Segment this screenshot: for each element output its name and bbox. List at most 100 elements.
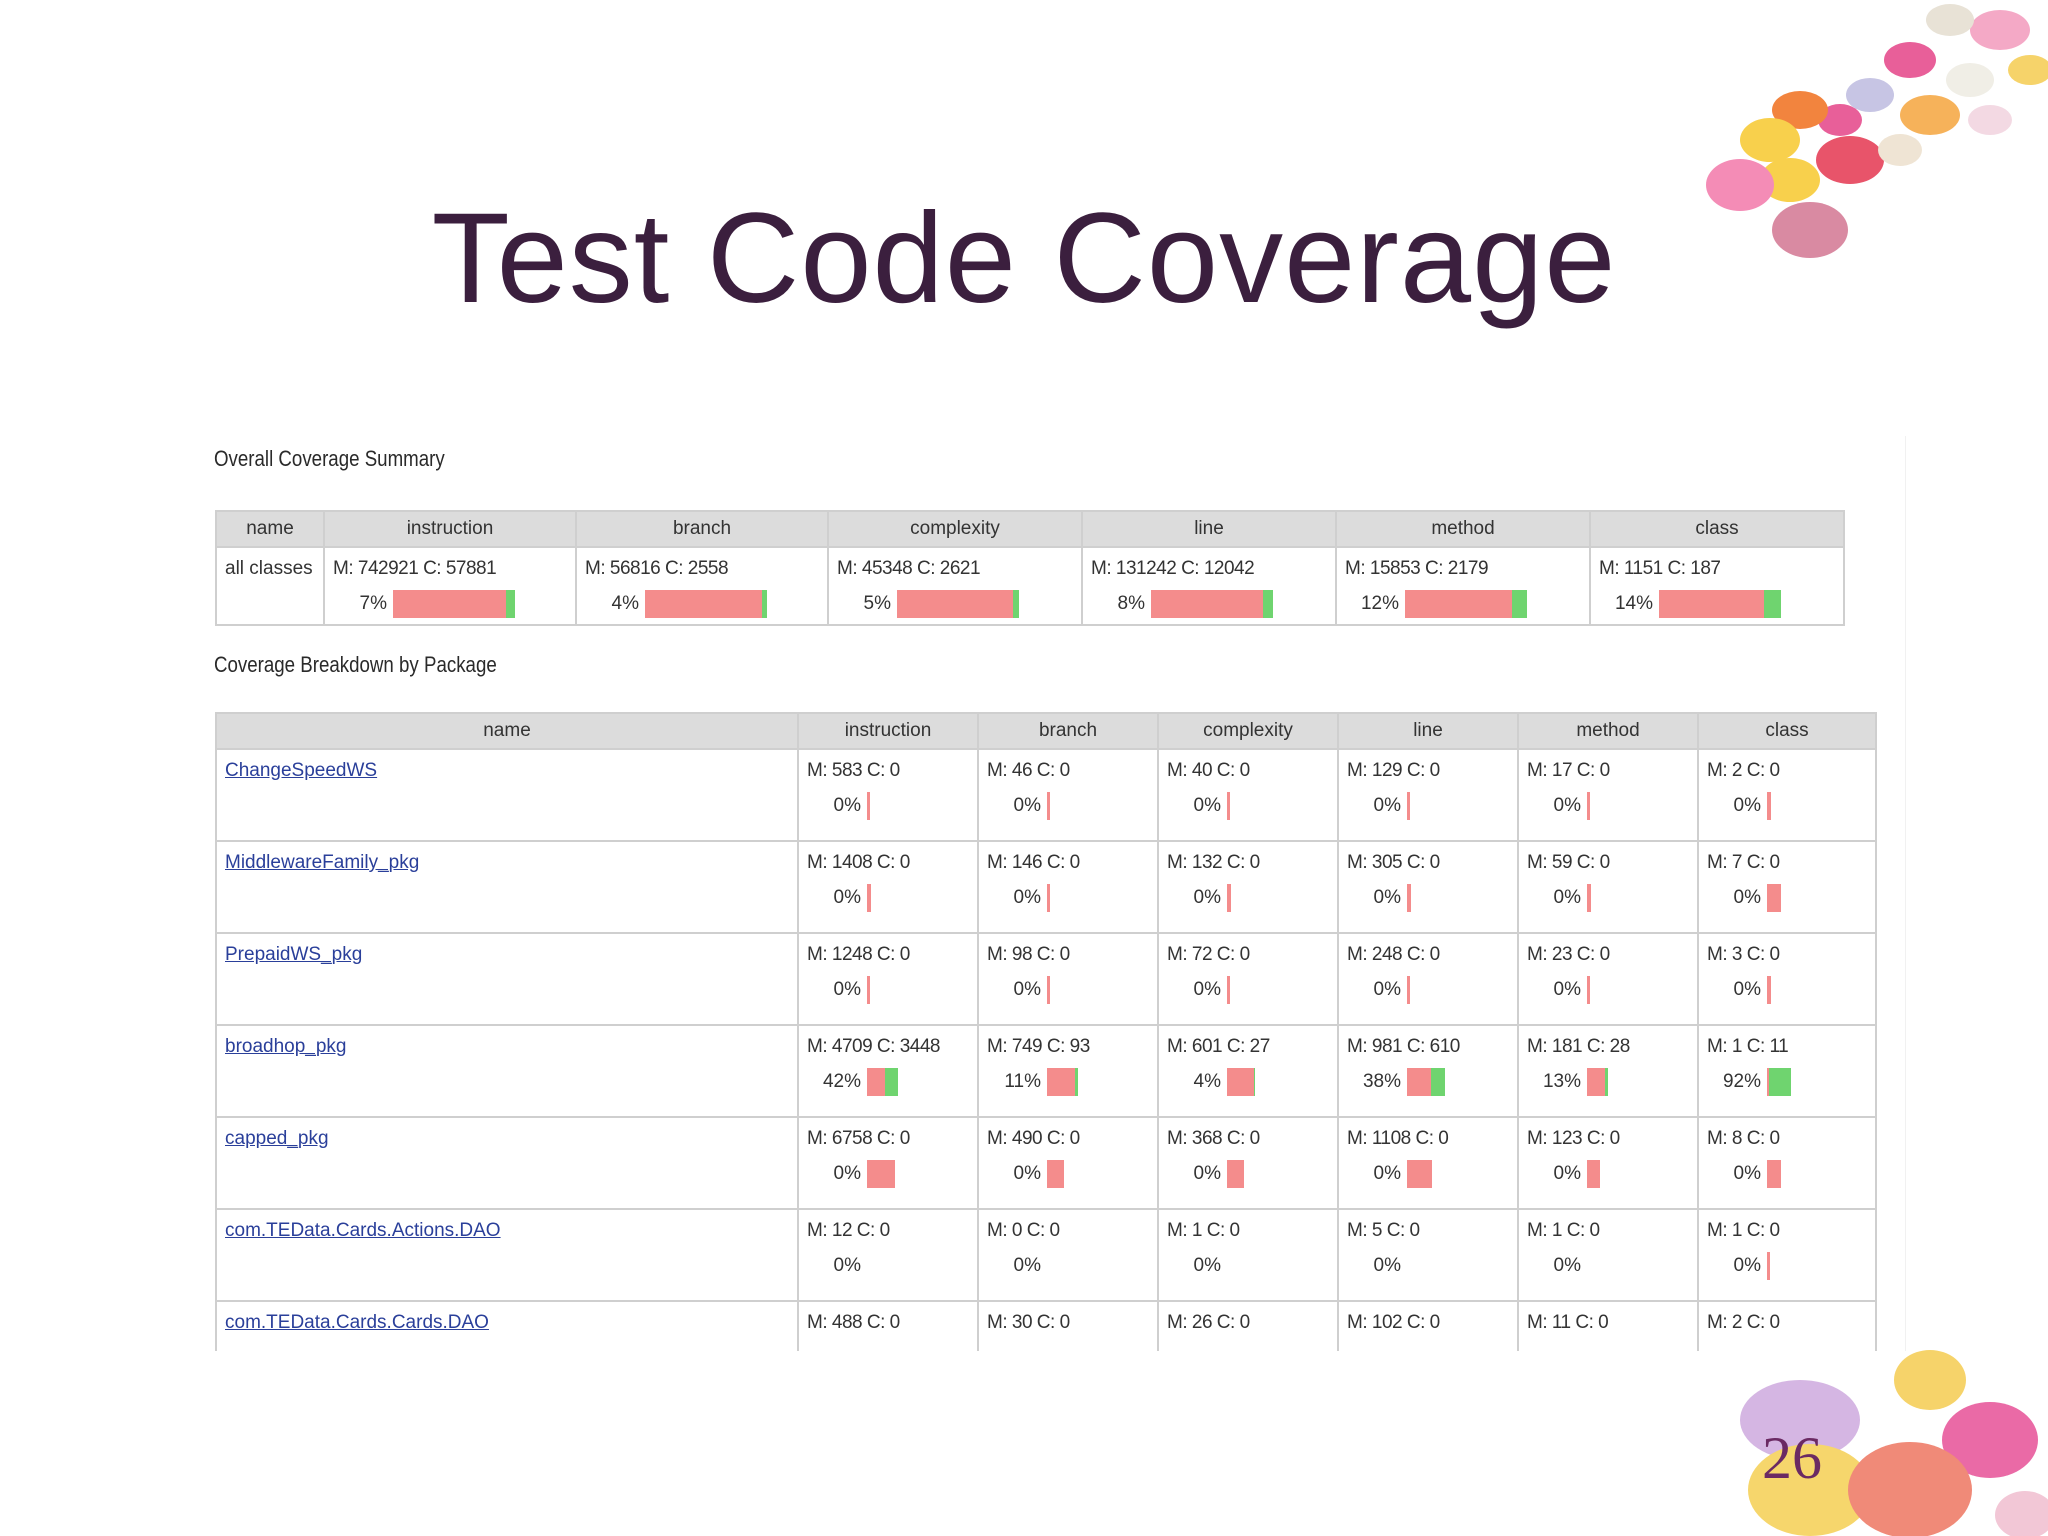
coverage-bar-row: 0% — [987, 792, 1149, 820]
coverage-bar — [1767, 1160, 1781, 1188]
package-coverage-cell: M: 1248 C: 0 0% — [797, 932, 979, 1026]
coverage-bar — [1767, 884, 1781, 912]
coverage-bar — [1587, 976, 1590, 1004]
coverage-stats: M: 40 C: 0 — [1167, 760, 1250, 781]
summary-column-header[interactable]: instruction — [323, 510, 577, 548]
coverage-percent: 0% — [1553, 1163, 1581, 1184]
summary-column-header[interactable]: method — [1335, 510, 1591, 548]
package-coverage-cell: M: 490 C: 0 0% — [977, 1116, 1159, 1210]
breakdown-column-header[interactable]: line — [1337, 712, 1519, 750]
coverage-bar-missed — [393, 590, 506, 618]
coverage-stats: M: 23 C: 0 — [1527, 944, 1610, 965]
package-coverage-cell: M: 23 C: 0 0% — [1517, 932, 1699, 1026]
coverage-stats: M: 1151 C: 187 — [1599, 558, 1721, 579]
coverage-percent: 0% — [833, 1163, 861, 1184]
coverage-percent: 0% — [1373, 979, 1401, 1000]
coverage-bar-row — [987, 1344, 1149, 1351]
breakdown-column-header[interactable]: name — [215, 712, 799, 750]
coverage-stats: M: 1 C: 11 — [1707, 1036, 1789, 1057]
coverage-bar-row: 4% — [585, 590, 819, 618]
coverage-bar — [1047, 792, 1050, 820]
package-link[interactable]: com.TEData.Cards.Actions.DAO — [225, 1220, 501, 1241]
summary-column-header[interactable]: complexity — [827, 510, 1083, 548]
package-link[interactable]: capped_pkg — [225, 1128, 329, 1149]
summary-coverage-cell: M: 15853 C: 2179 12% — [1335, 546, 1591, 626]
package-link[interactable]: ChangeSpeedWS — [225, 760, 378, 781]
coverage-bar — [867, 976, 870, 1004]
candy-eggs-bottom-decoration — [1740, 1350, 2048, 1536]
coverage-bar-row: 0% — [1527, 884, 1689, 912]
coverage-percent: 0% — [1193, 1255, 1221, 1276]
coverage-bar-missed — [1587, 1068, 1605, 1096]
coverage-stats: M: 11 C: 0 — [1527, 1312, 1609, 1333]
coverage-stats: M: 368 C: 0 — [1167, 1128, 1260, 1149]
breakdown-column-header[interactable]: instruction — [797, 712, 979, 750]
coverage-bar — [1227, 1068, 1255, 1096]
package-link[interactable]: broadhop_pkg — [225, 1036, 347, 1057]
coverage-stats: M: 12 C: 0 — [807, 1220, 890, 1241]
coverage-bar-missed — [1407, 976, 1410, 1004]
coverage-bar — [1587, 1160, 1600, 1188]
package-coverage-cell: M: 1408 C: 0 0% — [797, 840, 979, 934]
candy-eggs-top-decoration — [1700, 0, 2048, 300]
summary-column-header[interactable]: branch — [575, 510, 829, 548]
coverage-bar-missed — [1047, 1160, 1064, 1188]
package-coverage-cell: M: 181 C: 28 13% — [1517, 1024, 1699, 1118]
coverage-bar-row: 0% — [1347, 976, 1509, 1004]
breakdown-table: name instruction branch complexity line metho… — [215, 712, 1877, 1351]
coverage-percent: 4% — [611, 593, 639, 614]
coverage-stats: M: 4709 C: 3448 — [807, 1036, 940, 1057]
summary-heading: Overall Coverage Summary — [214, 446, 445, 471]
coverage-stats: M: 742921 C: 57881 — [333, 558, 497, 579]
coverage-bar-row: 5% — [837, 590, 1073, 618]
coverage-bar-missed — [867, 792, 870, 820]
coverage-bar-missed — [1659, 590, 1764, 618]
coverage-percent: 92% — [1722, 1071, 1761, 1092]
coverage-bar-row: 0% — [1347, 792, 1509, 820]
coverage-percent: 0% — [1373, 795, 1401, 816]
summary-column-header[interactable]: name — [215, 510, 325, 548]
package-row: com.TEData.Cards.Cards.DAO M: 488 C: 0 M: … — [215, 1300, 1877, 1351]
coverage-bar-row: 0% — [807, 792, 969, 820]
coverage-bar-covered — [762, 590, 767, 618]
coverage-bar — [1407, 1068, 1445, 1096]
package-link[interactable]: com.TEData.Cards.Cards.DAO — [225, 1312, 489, 1333]
summary-coverage-cell: M: 131242 C: 12042 8% — [1081, 546, 1337, 626]
coverage-bar-missed — [1047, 884, 1050, 912]
package-link[interactable]: MiddlewareFamily_pkg — [225, 852, 420, 873]
coverage-percent: 0% — [1733, 795, 1761, 816]
breakdown-column-header[interactable]: complexity — [1157, 712, 1339, 750]
coverage-percent: 0% — [1373, 1255, 1401, 1276]
coverage-percent: 0% — [1193, 1163, 1221, 1184]
coverage-bar-missed — [1767, 884, 1781, 912]
coverage-bar-row: 0% — [1707, 976, 1867, 1004]
coverage-stats: M: 146 C: 0 — [987, 852, 1080, 873]
coverage-percent: 0% — [1193, 979, 1221, 1000]
coverage-bar-covered — [506, 590, 515, 618]
breakdown-column-header[interactable]: method — [1517, 712, 1699, 750]
coverage-stats: M: 30 C: 0 — [987, 1312, 1070, 1333]
coverage-bar — [867, 1160, 895, 1188]
coverage-bar-covered — [1263, 590, 1273, 618]
coverage-stats: M: 1 C: 0 — [1527, 1220, 1600, 1241]
coverage-percent: 0% — [833, 979, 861, 1000]
coverage-percent: 14% — [1614, 593, 1653, 614]
coverage-bar — [1227, 792, 1230, 820]
coverage-bar-row: 0% — [1167, 884, 1329, 912]
package-coverage-cell: M: 1108 C: 0 0% — [1337, 1116, 1519, 1210]
coverage-bar — [1227, 976, 1230, 1004]
coverage-percent: 42% — [822, 1071, 861, 1092]
breakdown-column-header[interactable]: class — [1697, 712, 1877, 750]
coverage-percent: 4% — [1193, 1071, 1221, 1092]
coverage-stats: M: 981 C: 610 — [1347, 1036, 1460, 1057]
breakdown-column-header[interactable]: branch — [977, 712, 1159, 750]
coverage-bar — [1767, 976, 1771, 1004]
summary-column-header[interactable]: line — [1081, 510, 1337, 548]
coverage-bar-row: 38% — [1347, 1068, 1509, 1096]
coverage-stats: M: 488 C: 0 — [807, 1312, 900, 1333]
summary-column-header[interactable]: class — [1589, 510, 1845, 548]
package-link[interactable]: PrepaidWS_pkg — [225, 944, 363, 965]
coverage-bar-row: 0% — [1527, 1160, 1689, 1188]
package-coverage-cell: M: 132 C: 0 0% — [1157, 840, 1339, 934]
package-coverage-cell: M: 11 C: 0 — [1517, 1300, 1699, 1351]
